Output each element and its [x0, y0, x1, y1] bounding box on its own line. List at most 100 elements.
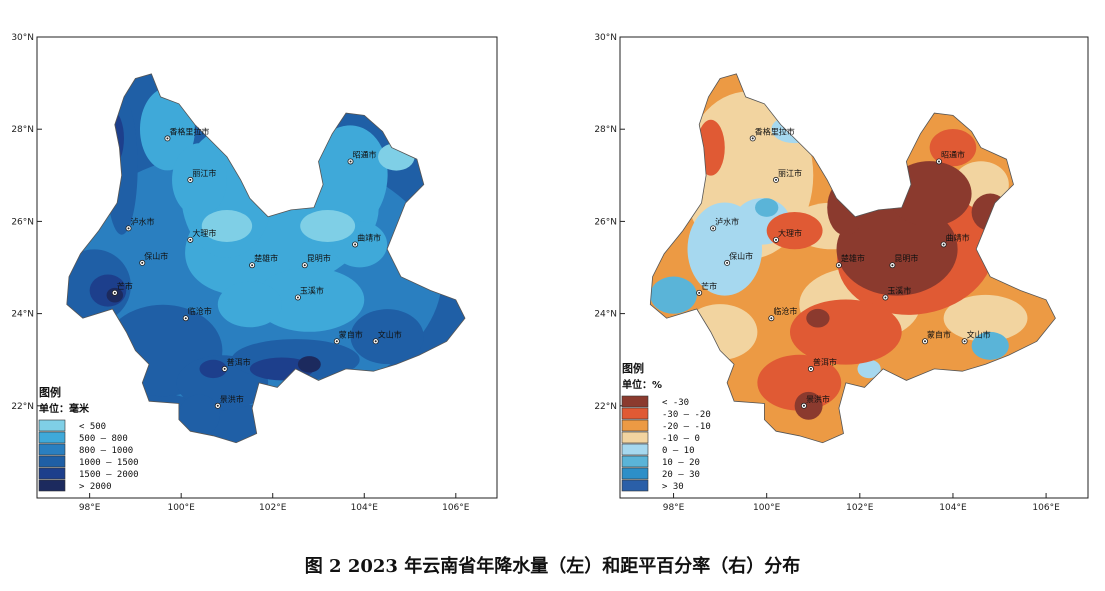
lon-tick-label: 106°E — [442, 503, 470, 513]
city-label: 昆明市 — [307, 253, 331, 263]
city-label: 泸水市 — [715, 216, 739, 226]
province-border — [66, 73, 466, 444]
legend-label: 800 – 1000 — [79, 446, 133, 456]
city-dot — [963, 340, 966, 343]
legend-label: -30 – -20 — [662, 410, 711, 420]
legend-swatch — [621, 431, 649, 444]
city-label: 曲靖市 — [946, 232, 970, 242]
legend-title: 图例 — [39, 385, 61, 399]
lon-tick-label: 98°E — [79, 503, 101, 513]
contour-region — [201, 209, 253, 243]
city-label: 香格里拉市 — [755, 126, 795, 136]
city-label: 景洪市 — [806, 394, 830, 404]
legend-swatch — [38, 419, 66, 432]
contour-region — [857, 359, 881, 379]
contour-region — [806, 308, 830, 328]
city-label: 大理市 — [192, 228, 216, 238]
city-label: 文山市 — [967, 329, 991, 339]
legend-unit: 单位：% — [622, 378, 662, 391]
city-label: 玉溪市 — [887, 285, 911, 295]
legend-swatch — [38, 443, 66, 456]
city-dot — [251, 264, 254, 267]
legend-label: < -30 — [662, 398, 689, 408]
legend-swatch — [621, 419, 649, 432]
legend-label: 500 – 800 — [79, 434, 128, 444]
city-dot — [924, 340, 927, 343]
city-dot — [770, 317, 773, 320]
contour-region — [297, 356, 321, 373]
city-label: 曲靖市 — [357, 232, 381, 242]
city-label: 蒙自市 — [927, 329, 951, 339]
anomaly-map: 30°N 28°N 26°N 24°N 22°N 98°E 100°E 102°E 104°E 1… — [594, 33, 1089, 513]
lon-tick-label: 102°E — [259, 503, 287, 513]
contour-region — [789, 299, 902, 365]
city-label: 文山市 — [378, 329, 402, 339]
legend-unit: 单位：毫米 — [39, 402, 90, 415]
lon-tick-label: 100°E — [167, 503, 195, 513]
legend-label: 1500 – 2000 — [79, 470, 139, 480]
lat-tick-label: 24°N — [11, 310, 34, 320]
city-dot — [891, 264, 894, 267]
legend-swatch — [38, 431, 66, 444]
city-dot — [223, 367, 226, 370]
lon-tick-label: 104°E — [939, 503, 967, 513]
map-frame — [36, 36, 498, 499]
legend-swatch — [38, 467, 66, 480]
city-dot — [127, 227, 130, 230]
city-dot — [374, 340, 377, 343]
field-layer — [66, 73, 466, 443]
legend-label: 0 – 10 — [662, 446, 695, 456]
contour-region — [929, 129, 977, 167]
lat-tick-label: 26°N — [594, 217, 617, 227]
city-label: 临沧市 — [188, 306, 212, 316]
legend-swatch — [38, 455, 66, 468]
city-label: 临沧市 — [773, 306, 797, 316]
city-label: 普洱市 — [813, 357, 837, 367]
legend-title: 图例 — [622, 361, 644, 375]
city-label: 香格里拉市 — [169, 126, 209, 136]
legend-swatch — [621, 407, 649, 420]
lat-tick-label: 28°N — [11, 125, 34, 135]
contour-region — [794, 391, 823, 420]
city-dot — [726, 261, 729, 264]
city-dot — [189, 178, 192, 181]
lat-tick-label: 22°N — [11, 402, 34, 412]
legend-swatch — [621, 395, 649, 408]
contour-region — [350, 309, 424, 365]
contour-region — [199, 359, 227, 379]
maps-figure: 30°N 28°N 26°N 24°N 22°N 98°E 100°E 102°E 104°E 1… — [11, 33, 1089, 513]
map-frame — [619, 36, 1089, 499]
legend-label: > 30 — [662, 482, 684, 492]
contour-region — [650, 276, 697, 314]
contour-region — [755, 198, 779, 217]
city-dot — [216, 404, 219, 407]
legend-label: 1000 – 1500 — [79, 458, 139, 468]
legend-swatch — [621, 455, 649, 468]
lon-tick-label: 104°E — [351, 503, 379, 513]
legend-label: -20 – -10 — [662, 422, 711, 432]
legend-label: < 500 — [79, 422, 106, 432]
contour-region — [971, 331, 1009, 360]
lat-tick-label: 28°N — [594, 125, 617, 135]
figure-caption: 图 2 2023 年云南省年降水量（左）和距平百分率（右）分布 — [304, 556, 801, 577]
city-label: 玉溪市 — [300, 285, 324, 295]
contour-region — [105, 97, 138, 235]
city-dot — [184, 317, 187, 320]
city-dot — [189, 238, 192, 241]
city-dot — [296, 296, 299, 299]
contour-region — [254, 267, 365, 332]
contour-region — [696, 119, 725, 176]
contour-region — [943, 294, 1028, 342]
city-dot — [937, 160, 940, 163]
legend-label: -10 – 0 — [662, 434, 700, 444]
legend-swatch — [621, 443, 649, 456]
contour-region — [887, 161, 972, 227]
lat-tick-label: 26°N — [11, 217, 34, 227]
city-dot — [303, 264, 306, 267]
lat-tick-label: 30°N — [594, 33, 617, 43]
city-label: 楚雄市 — [841, 253, 865, 263]
city-dot — [166, 137, 169, 140]
city-label: 普洱市 — [227, 357, 251, 367]
city-dot — [942, 243, 945, 246]
lat-tick-label: 30°N — [11, 33, 34, 43]
